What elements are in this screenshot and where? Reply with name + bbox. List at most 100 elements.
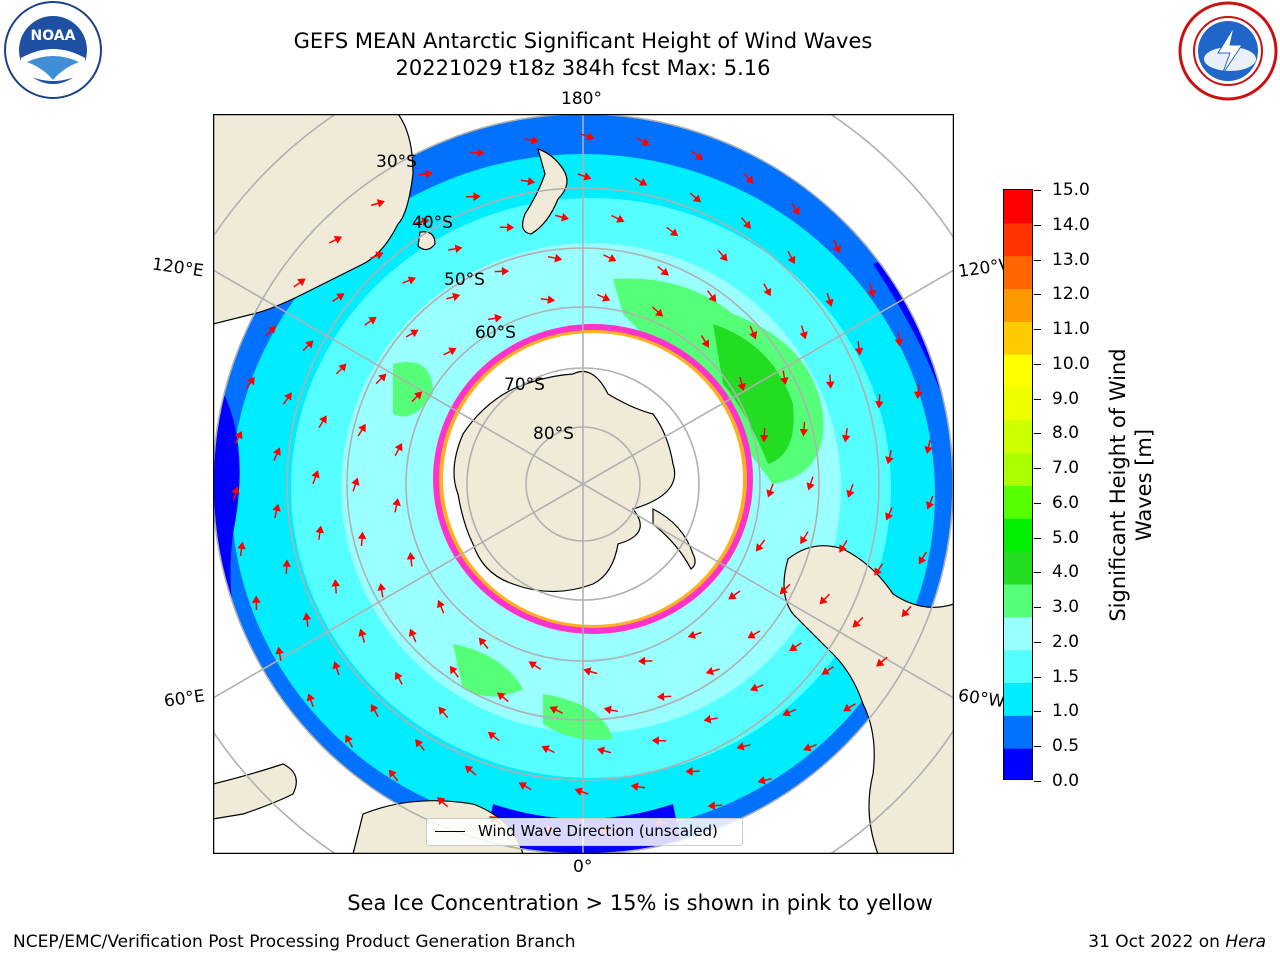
wave-arrow-head — [747, 630, 756, 639]
wave-arrow-head — [894, 338, 904, 347]
sea-ice-note: Sea Ice Concentration > 15% is shown in … — [347, 891, 933, 915]
lat-label-70s: 70°S — [504, 375, 545, 395]
wave-arrow-head — [608, 254, 617, 262]
wave-arrow-head — [708, 293, 717, 303]
wave-arrow-head — [874, 567, 882, 576]
wave-arrow-head — [825, 381, 835, 389]
colorbar-segment — [1004, 190, 1032, 224]
wave-arrow-head — [375, 251, 384, 260]
wave-arrow-head — [338, 363, 347, 372]
footer-host: Hera — [1225, 932, 1266, 952]
wave-arrow-head — [791, 206, 800, 216]
wave-arrow-head — [876, 658, 885, 667]
wave-arrow-head — [821, 667, 830, 675]
wave-arrow-head — [237, 541, 246, 550]
wave-arrow-head — [392, 498, 401, 507]
wave-arrow-head — [357, 531, 367, 540]
wave-arrow-head — [231, 486, 240, 495]
wave-arrow-head — [414, 391, 423, 400]
wave-arrow-head — [703, 714, 712, 724]
wave-arrow-head — [782, 708, 791, 717]
colorbar-tick-label: 14.0 — [1052, 214, 1090, 235]
wave-arrow-head — [719, 253, 728, 262]
wave-arrow-head — [901, 608, 910, 618]
colorbar-tick-label: 7.0 — [1052, 458, 1080, 479]
lat-label-80s: 80°S — [533, 424, 574, 444]
colorbar-tick-label: 11.0 — [1052, 319, 1090, 340]
wave-arrow-head — [561, 213, 570, 222]
wave-arrow-head — [311, 470, 320, 479]
colorbar-segment — [1004, 551, 1032, 585]
wave-arrow-head — [408, 628, 417, 637]
wave-arrow-head — [885, 512, 894, 521]
wave-arrow-head — [319, 415, 327, 424]
lat-label-60s: 60°S — [475, 323, 516, 343]
wave-arrow-head — [425, 169, 433, 179]
lat-label-30s: 30°S — [376, 152, 417, 172]
wave-arrow-head — [302, 612, 312, 621]
footer-date: 31 Oct 2022 on Hera — [1088, 932, 1266, 952]
colorbar-tick-label: 10.0 — [1052, 353, 1090, 374]
south-america-land — [783, 545, 954, 854]
wave-arrow-head — [757, 776, 766, 785]
colorbar-tick-label: 6.0 — [1052, 492, 1080, 513]
wave-arrow-head — [825, 298, 834, 307]
wave-arrow-head — [641, 137, 650, 146]
wave-arrow-head — [832, 244, 841, 254]
colorbar-tick-label: 8.0 — [1052, 423, 1080, 444]
wave-arrow-head — [654, 308, 664, 317]
wave-arrow-head — [583, 667, 592, 676]
colorbar-segment — [1004, 354, 1032, 388]
wave-arrow-head — [728, 591, 737, 600]
wave-arrow-head — [518, 782, 528, 790]
wave-arrow-head — [867, 289, 876, 298]
colorbar-segment — [1004, 485, 1032, 519]
wave-arrow-head — [819, 596, 828, 605]
colorbar-tick-label: 1.5 — [1052, 666, 1080, 687]
wave-arrow-head — [554, 253, 563, 263]
wave-arrow-head — [803, 743, 812, 752]
wave-arrow-head — [377, 583, 386, 591]
colorbar-label: Significant Height of Wind Waves [m] — [1105, 340, 1157, 630]
wave-arrow-head — [745, 175, 754, 184]
colorbar-tick-label: 0.5 — [1052, 736, 1080, 757]
wave-arrow-head — [478, 637, 487, 646]
colorbar-segment — [1004, 255, 1032, 289]
wave-arrow-head — [487, 731, 497, 740]
wave-arrow-head — [749, 331, 758, 340]
wave-arrow-head — [306, 693, 315, 702]
wave-arrow-head — [438, 706, 447, 715]
wave-arrow-head — [541, 745, 550, 754]
wave-arrow-head — [799, 428, 809, 437]
wave-arrow-head — [574, 787, 583, 796]
wave-arrow-head — [759, 434, 769, 443]
wave-arrow-head — [394, 671, 403, 681]
wave-arrow-head — [282, 559, 291, 567]
polar-map-canvas — [213, 114, 954, 854]
colorbar-tick-label: 0.0 — [1052, 771, 1080, 791]
wave-arrow-head — [841, 434, 851, 443]
noaa-logo: NOAA — [3, 0, 103, 100]
new-zealand-land — [521, 148, 568, 235]
colorbar-segment — [1004, 682, 1032, 716]
wave-arrow-head — [669, 228, 679, 237]
lat-label-50s: 50°S — [444, 270, 485, 290]
footer-date-text: 31 Oct 2022 on — [1088, 932, 1226, 952]
wave-arrow-head — [528, 661, 537, 669]
wave-arrow-head — [685, 767, 693, 776]
wave-arrow-head — [246, 376, 255, 386]
nws-logo — [1178, 1, 1278, 101]
wave-arrow-head — [692, 194, 702, 203]
legend-line-swatch — [435, 831, 465, 832]
wave-arrow-head — [630, 782, 639, 791]
wave-arrow-head — [501, 267, 510, 276]
lat-label-40s: 40°S — [412, 213, 453, 233]
wave-arrow-head — [737, 382, 747, 391]
wave-arrow-head — [331, 579, 341, 587]
wave-arrow-head — [660, 267, 669, 276]
wave-arrow-head — [421, 217, 430, 226]
wave-arrow-head — [452, 292, 461, 302]
lon-label-180: 180° — [561, 89, 602, 109]
wave-arrow-head — [297, 278, 306, 287]
wave-arrow-head — [531, 135, 540, 145]
